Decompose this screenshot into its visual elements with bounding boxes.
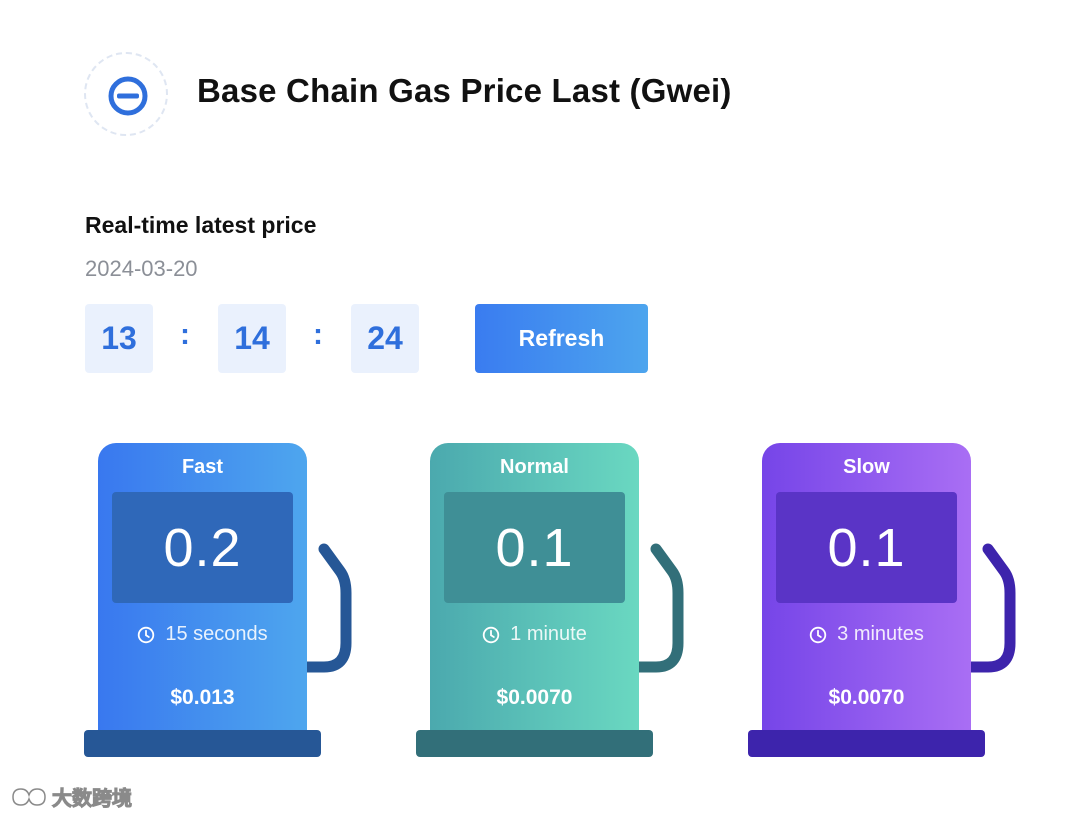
hours-box: 13 bbox=[85, 304, 153, 373]
section-title: Real-time latest price bbox=[85, 212, 317, 238]
watermark-logo-icon bbox=[12, 787, 46, 806]
pump-hose-icon bbox=[964, 543, 1016, 673]
pump-body: Slow 0.1 3 minutes $0.0070 bbox=[762, 443, 971, 735]
clock-icon bbox=[809, 626, 827, 643]
base-chain-logo bbox=[84, 52, 168, 136]
gas-pump-slow: Slow 0.1 3 minutes $0.0070 bbox=[748, 443, 1018, 763]
pump-base bbox=[84, 730, 321, 757]
seconds-box: 24 bbox=[351, 304, 419, 373]
pump-speed-label: Slow bbox=[843, 456, 890, 478]
pump-wait-time: 15 seconds bbox=[98, 623, 307, 646]
clock-icon bbox=[482, 626, 500, 643]
clock-icon bbox=[138, 626, 155, 643]
page-title: Base Chain Gas Price Last (Gwei) bbox=[197, 72, 732, 109]
minutes-box: 14 bbox=[218, 304, 286, 373]
pump-wait-time: 3 minutes bbox=[762, 623, 971, 646]
pump-price: 0.2 bbox=[112, 492, 293, 603]
refresh-button[interactable]: Refresh bbox=[475, 304, 648, 373]
pump-cost: $0.013 bbox=[170, 686, 235, 709]
pump-wait-time: 1 minute bbox=[430, 623, 639, 646]
pump-speed-label: Normal bbox=[500, 456, 569, 478]
pump-wait-text: 1 minute bbox=[510, 623, 587, 645]
pump-speed-label: Fast bbox=[181, 456, 224, 478]
pump-body: Normal 0.1 1 minute $0.0070 bbox=[430, 443, 639, 735]
pump-wait-text: 3 minutes bbox=[837, 623, 924, 645]
pump-price: 0.1 bbox=[444, 492, 625, 603]
time-separator: : bbox=[180, 318, 190, 351]
pump-base bbox=[416, 730, 653, 757]
pump-cost: $0.0070 bbox=[496, 686, 573, 709]
watermark-text: 大数跨境 bbox=[52, 788, 133, 811]
current-date: 2024-03-20 bbox=[85, 256, 198, 281]
gas-pump-normal: Normal 0.1 1 minute $0.0070 bbox=[416, 443, 686, 763]
time-separator: : bbox=[313, 318, 323, 351]
pump-hose-icon bbox=[632, 543, 684, 673]
pump-hose-icon bbox=[300, 543, 352, 673]
watermark: 大数跨境 bbox=[10, 782, 133, 811]
pump-body: Fast 0.2 15 seconds $0.013 bbox=[98, 443, 307, 735]
pump-price: 0.1 bbox=[776, 492, 957, 603]
pump-wait-text: 15 seconds bbox=[165, 623, 268, 645]
base-chain-logo-icon bbox=[108, 76, 148, 116]
pump-cost: $0.0070 bbox=[828, 686, 905, 709]
gas-pump-fast: Fast 0.2 15 seconds $0.013 bbox=[84, 443, 354, 763]
pump-base bbox=[748, 730, 985, 757]
